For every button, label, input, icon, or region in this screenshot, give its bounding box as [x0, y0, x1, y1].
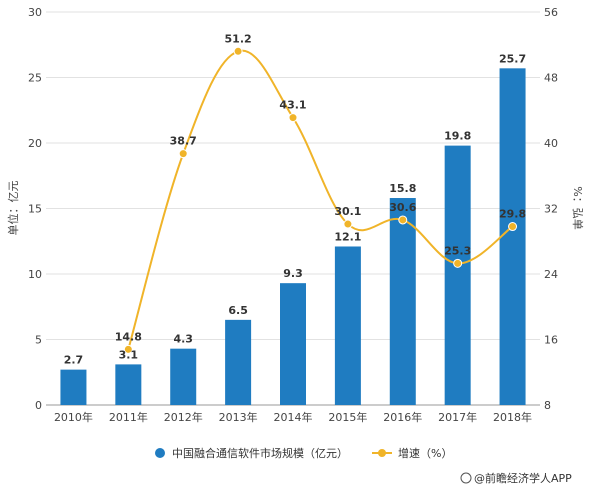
growth-point — [288, 113, 298, 123]
growth-value-label: 43.1 — [279, 99, 306, 112]
growth-point — [233, 46, 243, 56]
x-tick-label: 2013年 — [219, 410, 258, 424]
x-tick-label: 2014年 — [274, 410, 313, 424]
bar — [389, 198, 416, 405]
growth-line-path — [127, 49, 514, 350]
y2-tick-label: 48 — [544, 72, 558, 85]
y2-tick-label: 32 — [544, 203, 558, 216]
bar-value-label: 6.5 — [228, 304, 248, 317]
growth-value-label: 30.6 — [389, 201, 416, 214]
y-tick-label: 20 — [28, 137, 42, 150]
y-tick-label: 30 — [28, 6, 42, 19]
x-tick-label: 2010年 — [54, 410, 93, 424]
growth-value-label: 51.2 — [225, 32, 252, 45]
legend: 中国融合通信软件市场规模（亿元） 增速（%） — [155, 446, 452, 460]
growth-value-label: 25.3 — [444, 244, 471, 257]
x-tick-label: 2018年 — [493, 410, 532, 424]
left-axis-label: 单位：亿元 — [6, 181, 20, 236]
y-tick-label: 25 — [28, 72, 42, 85]
growth-value-label: 29.8 — [499, 208, 526, 221]
bar — [60, 369, 87, 405]
y-tick-label: 0 — [35, 399, 42, 412]
growth-value-label: 38.7 — [170, 135, 197, 148]
legend-line-label: 增速（%） — [398, 446, 452, 460]
y2-tick-label: 16 — [544, 334, 558, 347]
y2-tick-label: 56 — [544, 6, 558, 19]
growth-point — [398, 215, 408, 225]
y2-tick-label: 24 — [544, 268, 558, 281]
bar — [170, 348, 197, 405]
bar — [499, 68, 526, 405]
right-axis-label: %：弘单 — [571, 186, 584, 229]
y2-tick-label: 40 — [544, 137, 558, 150]
x-tick-label: 2015年 — [328, 410, 367, 424]
growth-value-label: 14.8 — [115, 330, 142, 343]
legend-line-marker-dot — [378, 449, 386, 457]
bar — [280, 283, 306, 405]
x-tick-label: 2011年 — [109, 410, 148, 424]
growth-point — [343, 219, 353, 229]
growth-point — [508, 222, 518, 232]
growth-point — [178, 149, 188, 159]
bar — [115, 364, 142, 405]
bar-value-label: 15.8 — [389, 182, 416, 195]
x-tick-label: 2016年 — [383, 410, 422, 424]
bar-value-label: 9.3 — [283, 267, 303, 280]
y-tick-label: 10 — [28, 268, 42, 281]
wechat-like-icon — [460, 472, 472, 484]
growth-line — [123, 46, 518, 354]
data-labels: 2.7 3.1 4.3 6.5 9.3 12.1 15.8 19.8 25.7 14.8 38.7 5… — [64, 32, 526, 366]
x-axis-ticks: 2010年 2011年 2012年 2013年 2014年 2015年 2016年 2017年… — [54, 410, 532, 424]
bar-value-label: 12.1 — [334, 230, 361, 243]
growth-value-label: 30.1 — [334, 205, 361, 218]
bar-value-label: 2.7 — [64, 354, 84, 367]
bar — [334, 246, 361, 405]
bar — [444, 145, 471, 405]
y-tick-label: 15 — [28, 203, 42, 216]
right-axis-ticks: 8 16 24 32 40 48 56 — [544, 6, 558, 412]
bar — [225, 319, 252, 405]
x-tick-label: 2017年 — [438, 410, 477, 424]
left-axis-ticks: 0 5 10 15 20 25 30 — [28, 6, 42, 412]
bar-value-label: 25.7 — [499, 52, 526, 65]
legend-bar-marker — [155, 448, 165, 458]
source-text: @前瞻经济学人APP — [474, 471, 572, 485]
x-tick-label: 2012年 — [164, 410, 203, 424]
source-credit: @前瞻经济学人APP — [460, 471, 572, 485]
y2-tick-label: 8 — [544, 399, 551, 412]
growth-point — [123, 344, 133, 354]
growth-point — [453, 258, 463, 268]
bar-value-label: 3.1 — [119, 348, 139, 361]
y-tick-label: 5 — [35, 334, 42, 347]
legend-bar-label: 中国融合通信软件市场规模（亿元） — [172, 446, 348, 460]
bar-value-label: 4.3 — [173, 333, 193, 346]
bar-value-label: 19.8 — [444, 130, 471, 143]
bars — [60, 68, 526, 405]
gridlines — [46, 11, 540, 406]
